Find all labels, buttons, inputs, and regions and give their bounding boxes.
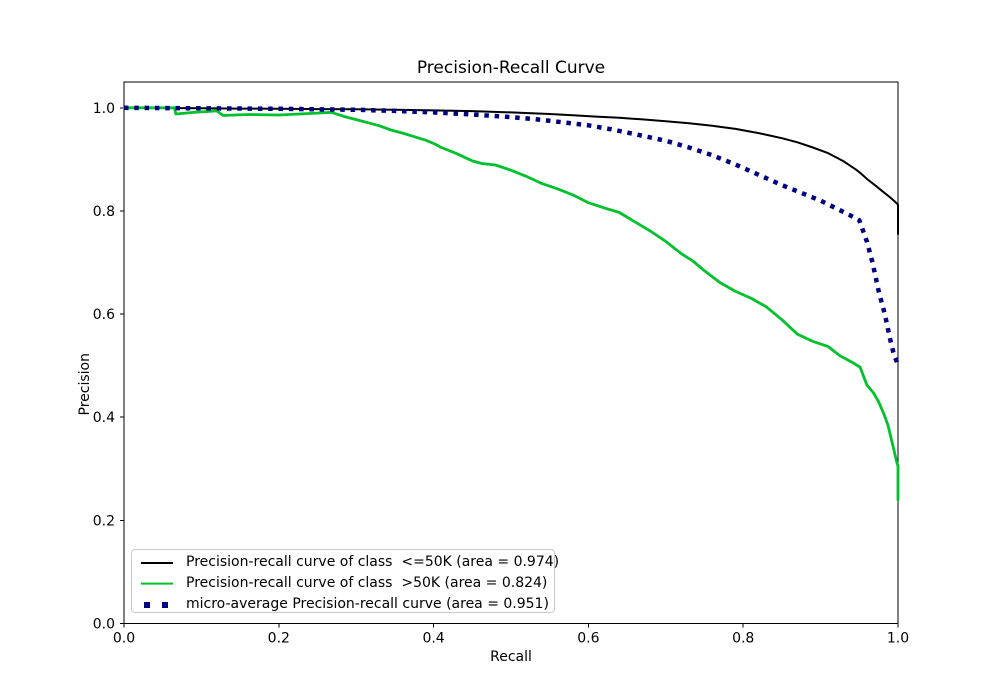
legend-solid-line-icon — [141, 580, 173, 588]
legend-item-micro-average: micro-average Precision-recall curve (ar… — [132, 594, 554, 615]
y-tick-label: 1.0 — [93, 101, 115, 117]
legend-item-class-gt50k: Precision-recall curve of class >50K (ar… — [132, 573, 554, 594]
x-tick-label: 0.8 — [732, 631, 754, 647]
axes-spines — [123, 81, 899, 624]
x-tick-label: 0.0 — [113, 631, 135, 647]
y-tick-label: 0.0 — [93, 617, 115, 633]
x-axis-label: Recall — [490, 649, 532, 665]
legend-label: Precision-recall curve of class <=50K (a… — [186, 554, 560, 570]
legend-dotted-line-icon — [141, 601, 173, 609]
y-tick-label: 0.2 — [93, 513, 115, 529]
legend-box: Precision-recall curve of class <=50K (a… — [131, 549, 559, 615]
y-tick-label: 0.4 — [93, 410, 115, 426]
x-tick-label: 1.0 — [887, 631, 909, 647]
x-tick-label: 0.2 — [268, 631, 290, 647]
legend-label: Precision-recall curve of class >50K (ar… — [186, 575, 548, 591]
y-tick-label: 0.8 — [93, 204, 115, 220]
legend-solid-line-icon — [141, 559, 173, 567]
legend-item-class-le50k: Precision-recall curve of class <=50K (a… — [132, 552, 559, 573]
chart-title: Precision-Recall Curve — [416, 58, 606, 78]
curve-micro-average — [123, 105, 901, 366]
x-tick-label: 0.6 — [577, 631, 599, 647]
x-tick-label: 0.4 — [422, 631, 444, 647]
legend-label: micro-average Precision-recall curve (ar… — [186, 596, 549, 612]
curve-class-gt50k — [122, 106, 900, 502]
y-tick-label: 0.6 — [93, 307, 115, 323]
